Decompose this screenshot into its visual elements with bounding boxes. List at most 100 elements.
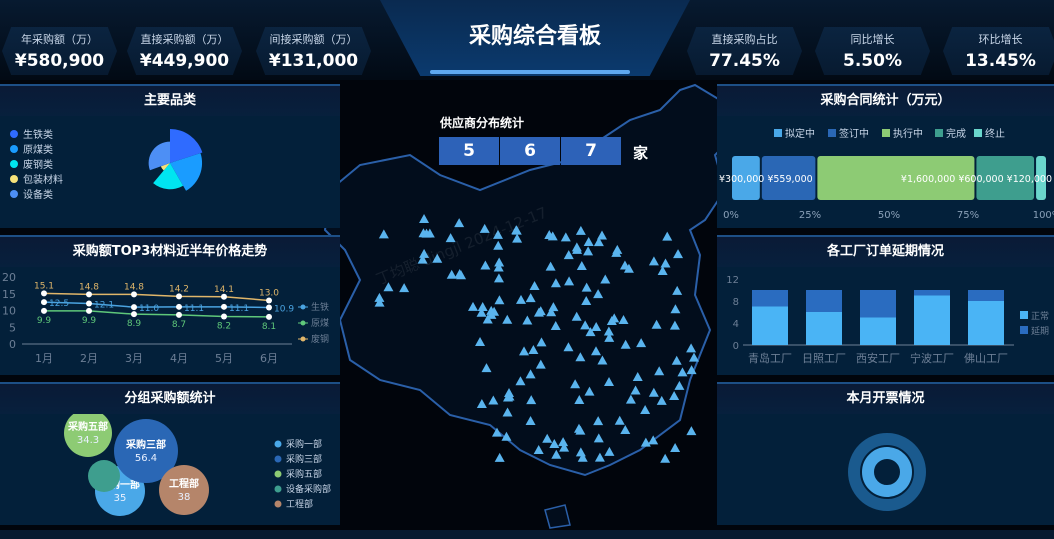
contract-segment[interactable]: [817, 156, 975, 200]
supplier-marker-icon[interactable]: [600, 274, 611, 284]
supplier-marker-icon[interactable]: [673, 249, 684, 259]
supplier-marker-icon[interactable]: [558, 437, 569, 447]
supplier-marker-icon[interactable]: [580, 320, 591, 330]
supplier-marker-icon[interactable]: [614, 415, 625, 425]
legend-label[interactable]: 延期: [1031, 325, 1049, 337]
supplier-marker-icon[interactable]: [529, 281, 540, 291]
supplier-marker-icon[interactable]: [528, 345, 539, 355]
supplier-marker-icon[interactable]: [519, 346, 530, 356]
data-point[interactable]: [266, 297, 272, 304]
supplier-marker-icon[interactable]: [479, 223, 490, 233]
supplier-marker-icon[interactable]: [446, 269, 457, 279]
legend-label[interactable]: 签订中: [839, 127, 869, 140]
data-point[interactable]: [41, 290, 47, 297]
bar-延期[interactable]: [752, 290, 788, 307]
supplier-marker-icon[interactable]: [559, 442, 570, 452]
legend-item[interactable]: 包装材料: [10, 171, 63, 186]
supplier-marker-icon[interactable]: [374, 297, 385, 307]
supplier-marker-icon[interactable]: [522, 315, 533, 325]
supplier-marker-icon[interactable]: [597, 355, 608, 365]
supplier-marker-icon[interactable]: [573, 423, 584, 433]
supplier-marker-icon[interactable]: [383, 282, 394, 292]
supplier-marker-icon[interactable]: [651, 319, 662, 329]
supplier-marker-icon[interactable]: [654, 366, 665, 376]
supplier-marker-icon[interactable]: [686, 365, 697, 375]
supplier-marker-icon[interactable]: [535, 306, 546, 316]
legend-item[interactable]: 原煤类: [10, 141, 63, 156]
supplier-marker-icon[interactable]: [491, 427, 502, 437]
supplier-marker-icon[interactable]: [674, 380, 685, 390]
supplier-marker-icon[interactable]: [632, 372, 643, 382]
supplier-marker-icon[interactable]: [535, 359, 546, 369]
bubble[interactable]: [88, 460, 120, 492]
rose-slice[interactable]: [170, 129, 203, 163]
supplier-marker-icon[interactable]: [494, 295, 505, 305]
supplier-marker-icon[interactable]: [648, 256, 659, 266]
supplier-marker-icon[interactable]: [445, 233, 456, 243]
legend-label[interactable]: 正常: [1031, 310, 1049, 322]
rose-slice[interactable]: [170, 153, 203, 191]
supplier-marker-icon[interactable]: [672, 285, 683, 295]
supplier-marker-icon[interactable]: [657, 266, 668, 276]
supplier-marker-icon[interactable]: [575, 352, 586, 362]
supplier-marker-icon[interactable]: [581, 296, 592, 306]
supplier-marker-icon[interactable]: [482, 314, 493, 324]
legend-item[interactable]: 废钢类: [10, 156, 63, 171]
supplier-marker-icon[interactable]: [550, 320, 561, 330]
supplier-marker-icon[interactable]: [656, 395, 667, 405]
data-point[interactable]: [266, 313, 272, 320]
supplier-marker-icon[interactable]: [549, 438, 560, 448]
bar-延期[interactable]: [860, 290, 896, 318]
supplier-marker-icon[interactable]: [623, 263, 634, 273]
supplier-marker-icon[interactable]: [545, 261, 556, 271]
supplier-marker-icon[interactable]: [504, 388, 515, 398]
supplier-marker-icon[interactable]: [604, 332, 615, 342]
bar-正常[interactable]: [968, 301, 1004, 345]
supplier-marker-icon[interactable]: [574, 394, 585, 404]
supplier-marker-icon[interactable]: [525, 293, 536, 303]
supplier-marker-icon[interactable]: [486, 305, 497, 315]
supplier-marker-icon[interactable]: [593, 433, 604, 443]
supplier-marker-icon[interactable]: [575, 225, 586, 235]
supplier-marker-icon[interactable]: [584, 386, 595, 396]
supplier-marker-icon[interactable]: [525, 416, 536, 426]
supplier-marker-icon[interactable]: [421, 228, 432, 238]
supplier-marker-icon[interactable]: [585, 327, 596, 337]
supplier-marker-icon[interactable]: [481, 363, 492, 373]
supplier-marker-icon[interactable]: [563, 342, 574, 352]
supplier-marker-icon[interactable]: [378, 229, 389, 239]
supplier-marker-icon[interactable]: [492, 229, 503, 239]
data-point[interactable]: [86, 291, 92, 298]
bar-正常[interactable]: [752, 306, 788, 346]
data-point[interactable]: [176, 303, 182, 310]
supplier-marker-icon[interactable]: [494, 452, 505, 462]
supplier-marker-icon[interactable]: [571, 311, 582, 321]
supplier-marker-icon[interactable]: [476, 398, 487, 408]
supplier-marker-icon[interactable]: [670, 304, 681, 314]
supplier-marker-icon[interactable]: [542, 433, 553, 443]
rose-slice[interactable]: [160, 163, 170, 171]
supplier-marker-icon[interactable]: [417, 254, 428, 264]
supplier-marker-icon[interactable]: [636, 338, 647, 348]
supplier-marker-icon[interactable]: [374, 292, 385, 302]
supplier-marker-icon[interactable]: [576, 261, 587, 271]
bubble[interactable]: [64, 414, 112, 457]
supplier-marker-icon[interactable]: [671, 355, 682, 365]
legend-label[interactable]: 终止: [985, 127, 1005, 140]
supplier-marker-icon[interactable]: [596, 230, 607, 240]
supplier-marker-icon[interactable]: [525, 369, 536, 379]
supplier-marker-icon[interactable]: [620, 425, 631, 435]
legend-label[interactable]: 原煤: [311, 317, 329, 329]
supplier-marker-icon[interactable]: [577, 452, 588, 462]
supplier-marker-icon[interactable]: [512, 233, 523, 243]
data-point[interactable]: [86, 300, 92, 307]
legend-label[interactable]: 工程部: [286, 498, 313, 510]
data-point[interactable]: [41, 307, 47, 314]
supplier-marker-icon[interactable]: [493, 273, 504, 283]
contract-segment[interactable]: [761, 156, 816, 200]
supplier-marker-icon[interactable]: [640, 404, 651, 414]
supplier-marker-icon[interactable]: [432, 253, 443, 263]
supplier-marker-icon[interactable]: [502, 314, 513, 324]
legend-label[interactable]: 采购五部: [286, 468, 322, 480]
supplier-marker-icon[interactable]: [493, 240, 504, 250]
